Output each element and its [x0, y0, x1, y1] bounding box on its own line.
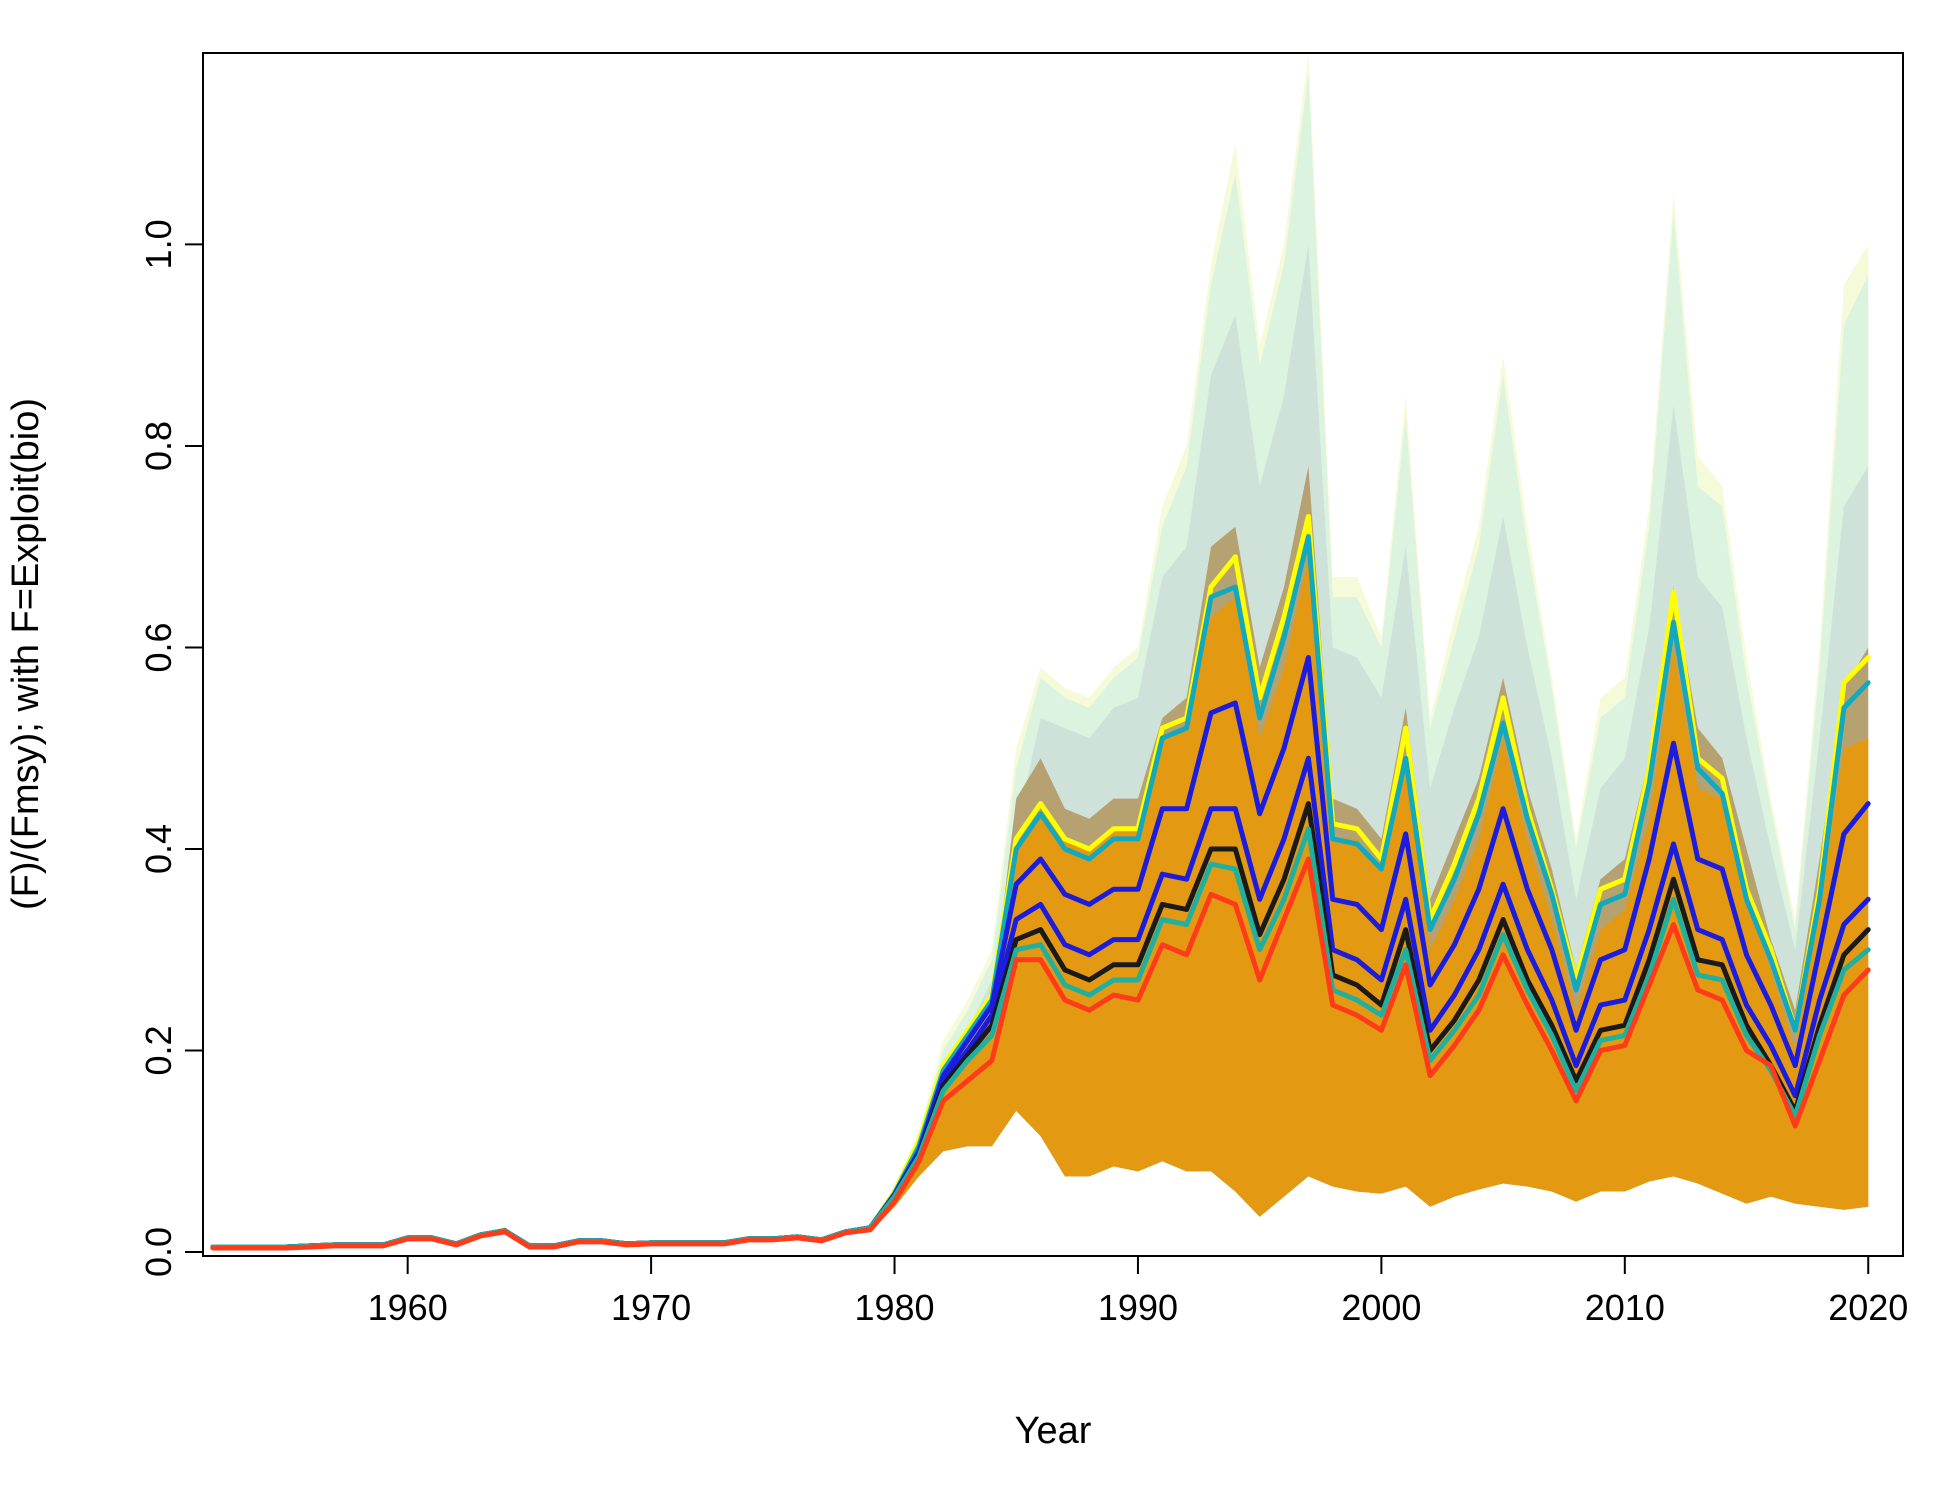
x-tick-label: 1970 — [611, 1287, 691, 1328]
x-tick-label: 1980 — [854, 1287, 934, 1328]
y-tick-label: 0.4 — [138, 824, 179, 874]
y-tick-label: 0.2 — [138, 1025, 179, 1075]
y-tick-label: 1.0 — [138, 219, 179, 269]
y-tick-label: 0.0 — [138, 1227, 179, 1277]
y-tick-label: 0.6 — [138, 622, 179, 672]
y-axis: 0.0 0.2 0.4 0.6 0.8 1.0 — [138, 219, 204, 1277]
x-tick-label: 2010 — [1585, 1287, 1665, 1328]
series-lines — [210, 514, 1871, 1251]
x-axis: 1960 1970 1980 1990 2000 2010 2020 — [368, 1255, 1908, 1328]
y-tick-label: 0.8 — [138, 421, 179, 471]
x-tick-label: 2020 — [1828, 1287, 1908, 1328]
x-axis-title: Year — [1015, 1410, 1092, 1452]
x-tick-label: 2000 — [1341, 1287, 1421, 1328]
series-line-7 — [210, 856, 1871, 1251]
y-axis-title: (F)/(Fmsy); with F=Exploit(bio) — [5, 398, 47, 910]
x-tick-label: 1960 — [368, 1287, 448, 1328]
x-tick-label: 1990 — [1098, 1287, 1178, 1328]
